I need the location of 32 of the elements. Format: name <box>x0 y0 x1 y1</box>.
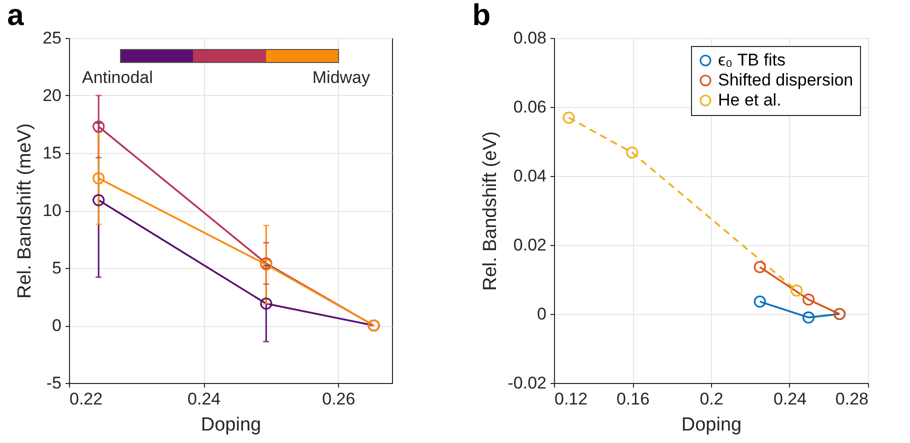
x-tick-label: 0.12 <box>554 390 588 408</box>
annotation: Midway <box>312 68 370 87</box>
y-tick-label: 0.06 <box>513 98 546 116</box>
y-tick-label: 0 <box>52 316 62 335</box>
annotation: Antinodal <box>82 68 153 87</box>
y-axis-title: Rel. Bandshift (meV) <box>14 123 36 299</box>
y-tick-label: -5 <box>46 374 62 392</box>
y-tick-label: 0.04 <box>513 166 546 186</box>
x-tick-label: 0.16 <box>616 390 650 408</box>
x-tick-label: 0.24 <box>188 390 221 408</box>
y-tick-label: 5 <box>52 258 62 278</box>
y-axis-title: Rel. Bandshift (eV) <box>480 131 501 291</box>
legend-label: He et al. <box>718 90 782 110</box>
y-tick-label: -0.02 <box>508 374 546 392</box>
x-axis-title: Doping <box>200 414 262 436</box>
x-tick-label: 0.2 <box>700 390 724 408</box>
y-tick-label: 0.08 <box>513 28 546 48</box>
x-tick-label: 0.22 <box>70 390 103 408</box>
legend-label: Shifted dispersion <box>718 70 854 90</box>
y-tick-label: 20 <box>42 86 62 105</box>
x-axis-title: Doping <box>681 414 742 436</box>
y-tick-label: 0 <box>537 304 546 324</box>
y-tick-label: 0.02 <box>513 236 546 254</box>
y-tick-label: 15 <box>42 144 62 162</box>
chart-title: a <box>7 0 24 32</box>
x-tick-label: 0.28 <box>835 390 868 408</box>
y-tick-label: 10 <box>42 201 62 220</box>
y-tick-label: 25 <box>42 28 62 48</box>
chart-title: b <box>472 0 491 32</box>
x-tick-label: 0.24 <box>773 390 807 408</box>
x-tick-label: 0.26 <box>322 390 356 408</box>
legend-label: ϵ₀ TB fits <box>718 50 786 70</box>
